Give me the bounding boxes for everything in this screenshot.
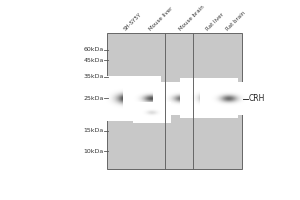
Text: Rat brain: Rat brain [225,10,247,32]
Bar [107,33,242,169]
Text: Mouse liver: Mouse liver [148,6,174,32]
Text: 45kDa: 45kDa [83,58,104,63]
Text: Mouse brain: Mouse brain [178,4,206,32]
Text: 15kDa: 15kDa [83,128,104,133]
Text: Rat liver: Rat liver [206,12,225,32]
Text: 25kDa: 25kDa [83,96,104,101]
Text: 60kDa: 60kDa [83,47,104,52]
Text: SH-SY5Y: SH-SY5Y [123,12,143,32]
Text: 35kDa: 35kDa [83,74,104,79]
Text: 10kDa: 10kDa [83,149,104,154]
Text: CRH: CRH [249,94,266,103]
